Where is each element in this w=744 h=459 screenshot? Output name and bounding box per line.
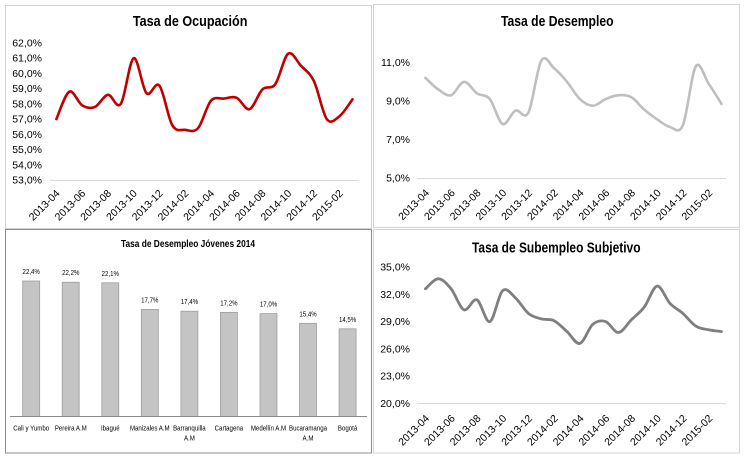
svg-text:59,0%: 59,0% <box>12 83 42 95</box>
svg-text:54,0%: 54,0% <box>12 159 42 171</box>
svg-text:Tasa de Ocupación: Tasa de Ocupación <box>133 13 248 30</box>
svg-text:5,0%: 5,0% <box>386 173 410 185</box>
svg-text:20,0%: 20,0% <box>380 398 410 410</box>
svg-text:Ibagué: Ibagué <box>101 424 120 433</box>
svg-text:57,0%: 57,0% <box>12 114 42 126</box>
svg-text:17,4%: 17,4% <box>181 297 199 306</box>
svg-text:22,2%: 22,2% <box>62 268 80 277</box>
svg-text:9,0%: 9,0% <box>386 96 410 108</box>
svg-text:11,0%: 11,0% <box>381 57 410 69</box>
svg-text:17,2%: 17,2% <box>220 298 238 307</box>
svg-text:22,4%: 22,4% <box>23 267 41 276</box>
svg-text:A.M: A.M <box>184 433 195 442</box>
svg-text:55,0%: 55,0% <box>12 144 42 156</box>
svg-text:22,1%: 22,1% <box>102 269 120 278</box>
svg-text:Bucaramanga: Bucaramanga <box>289 424 327 433</box>
svg-text:61,0%: 61,0% <box>12 53 42 65</box>
svg-text:17,7%: 17,7% <box>141 295 159 304</box>
svg-text:32,0%: 32,0% <box>380 289 410 301</box>
svg-text:Tasa de Desempleo: Tasa de Desempleo <box>501 13 614 30</box>
svg-text:15,4%: 15,4% <box>299 309 317 318</box>
svg-text:35,0%: 35,0% <box>380 262 410 274</box>
svg-text:60,0%: 60,0% <box>12 68 42 80</box>
svg-text:Cartagena: Cartagena <box>215 424 244 433</box>
svg-text:53,0%: 53,0% <box>12 175 42 187</box>
svg-text:Medellín A.M: Medellín A.M <box>251 424 286 433</box>
svg-text:Pereira A.M: Pereira A.M <box>55 424 87 433</box>
svg-text:Barranquilla: Barranquilla <box>173 424 206 433</box>
svg-text:23,0%: 23,0% <box>380 371 410 383</box>
svg-text:14,5%: 14,5% <box>339 315 357 324</box>
svg-text:7,0%: 7,0% <box>386 134 410 146</box>
svg-text:Tasa de Desempleo Jóvenes 2014: Tasa de Desempleo Jóvenes 2014 <box>121 238 255 250</box>
svg-text:Tasa de Subempleo Subjetivo: Tasa de Subempleo Subjetivo <box>472 240 641 257</box>
svg-text:Bogotá: Bogotá <box>338 424 357 433</box>
svg-text:Cali y Yumbo: Cali y Yumbo <box>13 424 49 433</box>
svg-text:17,0%: 17,0% <box>260 300 278 309</box>
svg-text:56,0%: 56,0% <box>12 129 42 141</box>
svg-text:Manizales A.M: Manizales A.M <box>130 424 170 433</box>
svg-text:A.M: A.M <box>303 433 314 442</box>
svg-text:58,0%: 58,0% <box>12 98 42 110</box>
svg-text:62,0%: 62,0% <box>12 38 42 50</box>
svg-text:29,0%: 29,0% <box>380 316 410 328</box>
svg-text:26,0%: 26,0% <box>380 343 410 355</box>
